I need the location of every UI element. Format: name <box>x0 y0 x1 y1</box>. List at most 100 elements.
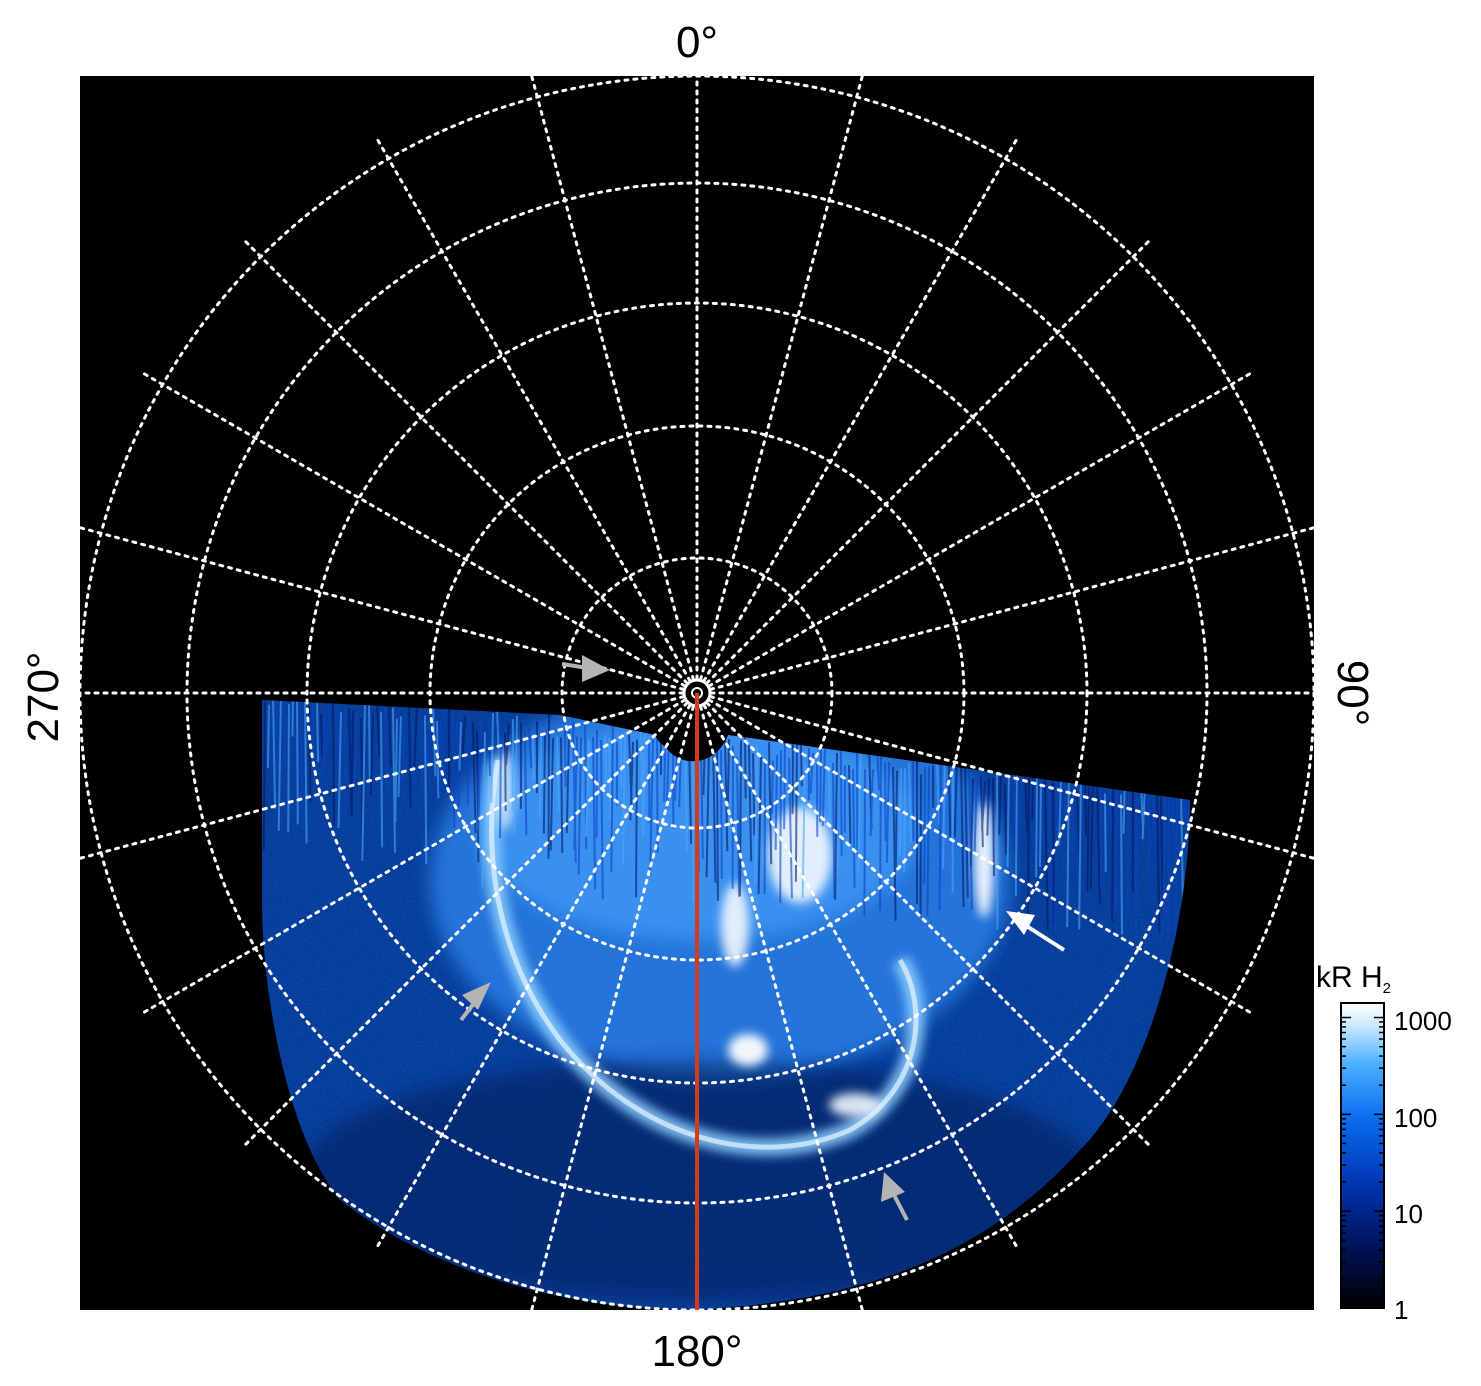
gray-arrow-bottom <box>881 1172 909 1221</box>
emission-streak <box>754 744 758 886</box>
emission-streak <box>461 715 466 757</box>
emission-streak <box>1126 785 1130 914</box>
emission-streak <box>452 711 456 829</box>
emission-streak <box>863 769 866 916</box>
grid-spoke <box>141 371 687 688</box>
emission-streak <box>266 704 270 769</box>
emission-streak <box>788 757 793 899</box>
emission-streak <box>397 716 402 797</box>
emission-streak <box>272 694 277 809</box>
emission-streak <box>513 715 518 835</box>
gray-arrow-pole <box>561 655 610 682</box>
emission-streak <box>665 740 670 808</box>
grid-spoke <box>709 526 1314 691</box>
emission-streak <box>998 770 1002 835</box>
emission-streak <box>1014 768 1018 897</box>
emission-streak <box>1120 794 1123 935</box>
emission-streak <box>783 737 786 830</box>
emission-streak <box>481 732 486 888</box>
emission-streak <box>768 742 773 865</box>
emission-streak <box>879 753 882 911</box>
emission-streak <box>748 745 753 862</box>
emission-streak <box>350 710 354 816</box>
emission-streak <box>1038 784 1042 868</box>
emission-streak <box>716 747 719 901</box>
grid-spoke <box>702 703 1019 1249</box>
emission-streak <box>752 753 756 836</box>
grid-spoke <box>707 698 1253 1015</box>
emission-streak <box>640 725 644 820</box>
emission-streak <box>757 755 762 894</box>
emission-streak <box>392 707 396 853</box>
emission-streak <box>388 706 393 767</box>
emission-streak <box>549 738 554 851</box>
grid-spoke <box>705 238 1152 685</box>
emission-streak <box>1174 798 1178 959</box>
emission-streak <box>1141 785 1146 840</box>
emission-streak <box>1024 766 1029 833</box>
azimuth-label-left: 270° <box>19 651 68 742</box>
emission-streak <box>964 765 969 898</box>
emission-streak <box>304 696 308 844</box>
emission-streak <box>779 749 782 904</box>
emission-streak <box>973 771 978 855</box>
emission-streak <box>424 715 428 865</box>
emission-streak <box>923 766 926 885</box>
emission-streak <box>948 765 952 837</box>
emission-streak <box>656 733 659 853</box>
emission-streak <box>490 713 494 804</box>
emission-streak <box>908 763 913 843</box>
emission-streak <box>524 731 528 836</box>
emission-streak <box>1066 768 1070 928</box>
emission-streak <box>472 721 477 834</box>
colorbar-tick-1000: 1000 <box>1394 1006 1452 1036</box>
emission-streak <box>712 736 717 883</box>
grid-spoke <box>702 137 1019 683</box>
emission-streak <box>277 693 282 831</box>
emission-streak <box>504 732 507 811</box>
emission-streak <box>960 759 965 908</box>
emission-streak <box>1086 786 1090 892</box>
emission-streak <box>885 762 890 864</box>
emission-streak <box>1048 777 1052 917</box>
grid-spoke <box>699 705 864 1310</box>
emission-streak <box>903 768 906 872</box>
white-arrow-right <box>1006 911 1066 952</box>
grid-spoke <box>80 695 685 860</box>
emission-streak <box>953 755 958 838</box>
emission-streak <box>852 768 856 889</box>
grid-spoke <box>375 703 692 1249</box>
emission-streak <box>361 702 366 861</box>
grid-spoke <box>242 238 689 685</box>
emission-streak <box>736 757 741 897</box>
emission-streak <box>720 750 723 879</box>
emission-streak <box>565 731 570 834</box>
emission-streak <box>436 721 440 799</box>
emission-streak <box>496 708 500 750</box>
emission-streak <box>413 705 418 767</box>
emission-streak <box>458 721 462 771</box>
emission-streak <box>700 749 704 860</box>
emission-streak <box>604 735 608 786</box>
emission-streak <box>592 736 597 890</box>
emission-streak <box>986 778 990 836</box>
emission-streak <box>724 737 729 852</box>
emission-streak <box>869 769 874 837</box>
emission-streak <box>408 704 412 808</box>
emission-streak <box>316 700 320 763</box>
emission-streak <box>296 690 299 825</box>
grid-spoke <box>80 526 685 691</box>
emission-streak <box>834 753 838 900</box>
emission-streak <box>674 749 678 801</box>
emission-streak <box>938 762 942 911</box>
emission-streak <box>1114 792 1118 911</box>
emission-streak <box>542 733 546 834</box>
gray-arrow-left <box>459 982 491 1022</box>
emission-streak <box>1161 787 1166 946</box>
emission-streak <box>926 766 930 917</box>
grid-spoke <box>530 76 695 681</box>
emission-streak <box>992 777 995 877</box>
emission-streak <box>332 704 336 826</box>
colorbar-gradient <box>1340 1002 1385 1309</box>
